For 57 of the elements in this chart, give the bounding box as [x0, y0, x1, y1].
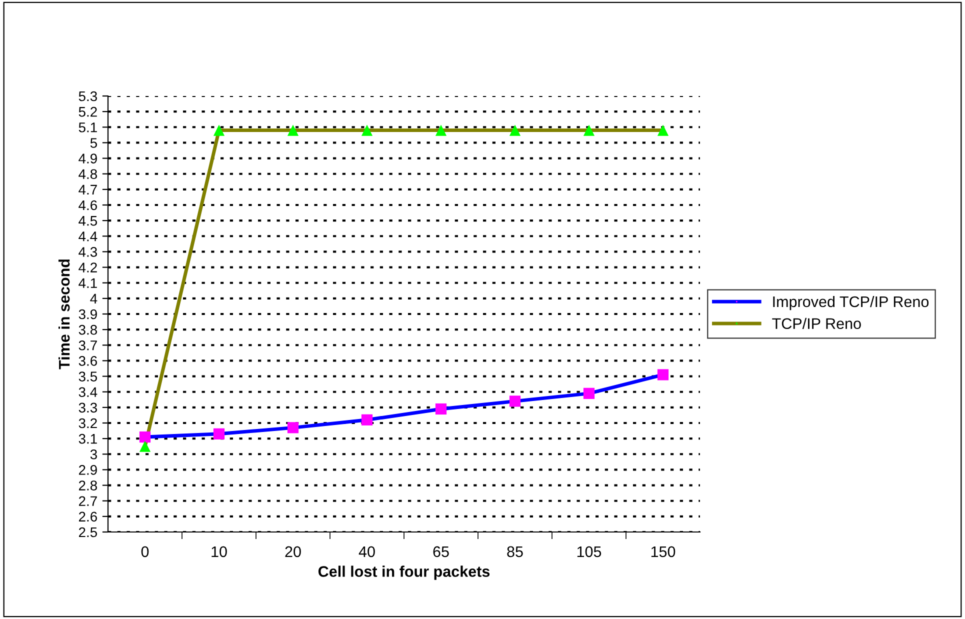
- y-tick-label: 4.4: [78, 232, 98, 242]
- point: [509, 396, 521, 407]
- point: [583, 388, 595, 399]
- y-tick-label: 3.1: [78, 434, 97, 444]
- legend-label: Improved TCP/IP Reno: [773, 296, 929, 310]
- point: [657, 369, 669, 380]
- y-tick-label: 5.2: [78, 106, 97, 117]
- x-tick-label: 40: [358, 546, 375, 558]
- y-tick-label: 3.7: [78, 340, 97, 350]
- y-tick-label: 2.9: [78, 465, 97, 475]
- x-tick-label: 150: [651, 546, 676, 558]
- point: [213, 428, 225, 440]
- y-tick-label: 2.5: [78, 527, 98, 538]
- y-tick-label: 4.2: [78, 262, 97, 272]
- point: [435, 403, 447, 415]
- y-tick-label: 3.3: [78, 402, 97, 413]
- point: [509, 124, 521, 136]
- x-tick-label: 105: [577, 546, 602, 558]
- y-tick-label: 4: [90, 294, 98, 304]
- y-tick-label: 2.7: [78, 496, 97, 506]
- point: [139, 431, 151, 443]
- point: [583, 124, 595, 136]
- y-tick-label: 3.6: [78, 356, 97, 366]
- y-tick-label: 5.3: [78, 91, 97, 102]
- y-tick-label: 3.9: [78, 309, 97, 320]
- point: [361, 414, 373, 426]
- y-tick-label: 5: [90, 138, 97, 148]
- x-tick-label: 20: [285, 546, 301, 558]
- y-tick-label: 4.1: [78, 278, 97, 288]
- y-tick-label: 2.6: [78, 512, 97, 522]
- y-tick-label: 4.7: [78, 184, 97, 194]
- y-tick-label: 3.8: [78, 324, 97, 335]
- x-tick-label: 10: [212, 546, 227, 558]
- x-tick-label: 85: [507, 546, 523, 558]
- point: [139, 440, 151, 452]
- y-tick-label: 3: [90, 449, 97, 460]
- x-tick-label: 0: [141, 546, 149, 558]
- y-tick-label: 4.9: [78, 154, 97, 164]
- point: [213, 124, 225, 136]
- x-axis-title: Cell lost in four packets: [318, 566, 490, 580]
- y-tick-label: 4.6: [78, 200, 97, 210]
- point: [287, 422, 299, 434]
- point: [657, 124, 669, 136]
- y-tick-label: 4.5: [78, 216, 98, 226]
- y-tick-label: 3.5: [78, 372, 98, 382]
- point: [287, 124, 299, 136]
- point: [435, 124, 447, 136]
- y-tick-label: 5.1: [78, 122, 97, 132]
- y-tick-label: 4.8: [78, 169, 97, 180]
- y-tick-label: 3.2: [78, 418, 97, 428]
- y-axis-title: Time in second: [58, 260, 70, 370]
- y-tick-label: 4.3: [78, 247, 97, 257]
- y-tick-label: 2.8: [78, 480, 97, 490]
- x-tick-label: 65: [433, 546, 449, 558]
- point: [361, 124, 373, 136]
- y-tick-label: 3.4: [78, 387, 98, 398]
- legend-label: TCP/IP Reno: [772, 318, 861, 330]
